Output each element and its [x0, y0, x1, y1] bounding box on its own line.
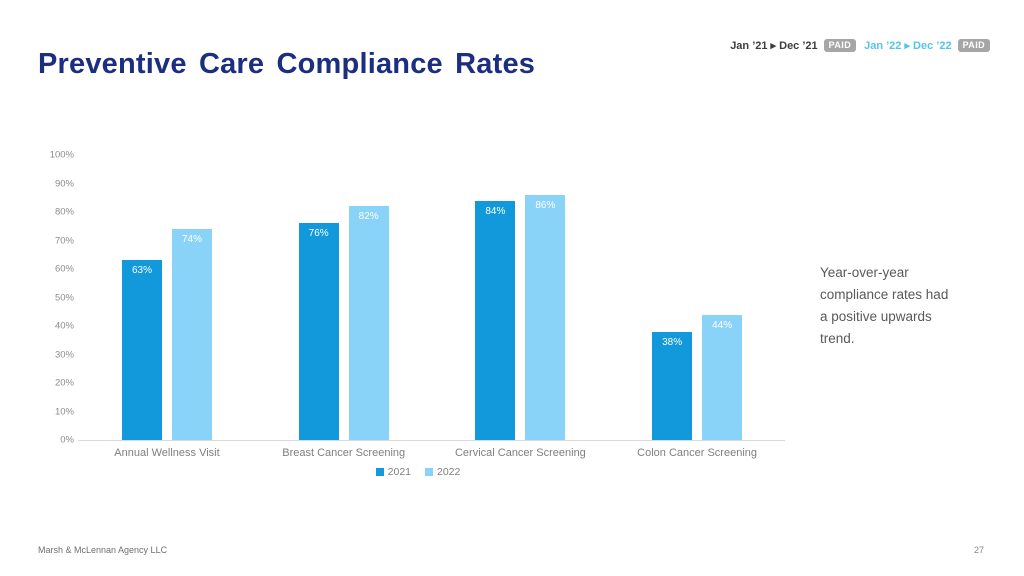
bar-2021	[652, 331, 693, 440]
page-number: 27	[973, 545, 984, 555]
category-label: Breast Cancer Screening	[282, 447, 406, 459]
bar-label: 63%	[131, 265, 152, 277]
company-footer: Marsh & McLennan Agency LLC	[38, 545, 168, 555]
bar-label: 76%	[308, 228, 329, 240]
bar-label: 38%	[662, 336, 683, 348]
category-label: Annual Wellness Visit	[114, 447, 220, 459]
chart-legend: 2021 2022	[80, 466, 756, 478]
bar-2022	[348, 206, 389, 440]
category-label: Colon Cancer Screening	[637, 447, 758, 459]
annotation-line: compliance rates had	[820, 287, 949, 302]
y-axis-label: 80%	[54, 206, 74, 218]
y-axis-label: 60%	[54, 263, 74, 275]
bar-label: 82%	[358, 211, 379, 223]
period-2021-label: Jan ’21 ▸ Dec ’21	[730, 40, 818, 52]
y-axis-label: 0%	[60, 434, 74, 446]
legend-label: 2021	[387, 466, 411, 478]
legend-item: 2021	[375, 466, 411, 478]
legend-label: 2022	[437, 466, 461, 478]
x-axis-line	[78, 440, 785, 441]
annotation-text: Year-over-year compliance rates had a po…	[820, 262, 1005, 350]
legend-swatch	[375, 468, 384, 476]
bar-label: 44%	[712, 319, 733, 331]
bar-2022	[172, 229, 212, 440]
bar-2021	[122, 260, 162, 440]
y-axis-label: 90%	[54, 178, 74, 189]
period-2022: Jan ’22 ▸ Dec ’22 PAID	[864, 39, 990, 52]
bar-label: 74%	[181, 234, 202, 246]
annotation-line: Year-over-year	[820, 265, 909, 280]
bar-2022	[702, 314, 743, 440]
y-axis-label: 20%	[54, 377, 74, 389]
y-axis-label: 100%	[49, 149, 74, 161]
category-label: Cervical Cancer Screening	[454, 447, 586, 459]
bar-2021	[298, 223, 339, 440]
y-axis-label: 40%	[54, 320, 74, 332]
annotation-line: a positive upwards	[820, 309, 932, 324]
period-2022-label: Jan ’22 ▸ Dec ’22	[864, 40, 952, 52]
annotation-line: trend.	[820, 331, 855, 346]
y-axis-label: 10%	[54, 406, 74, 417]
y-axis-label: 70%	[54, 235, 74, 246]
period-2021: Jan ’21 ▸ Dec ’21 PAID	[730, 39, 857, 52]
bar-label: 84%	[485, 205, 506, 217]
legend-swatch	[425, 468, 433, 476]
bar-2022	[525, 194, 566, 440]
bar-2021	[475, 200, 516, 440]
period-2022-paid-badge: PAID	[957, 39, 990, 52]
bar-label: 86%	[535, 199, 556, 211]
period-2021-paid-badge: PAID	[823, 39, 857, 52]
y-axis-label: 30%	[54, 349, 74, 360]
page-title: Preventive Care Compliance Rates	[38, 48, 536, 80]
legend-item: 2022	[425, 466, 460, 478]
y-axis-label: 50%	[54, 292, 74, 303]
reporting-periods: Jan ’21 ▸ Dec ’21 PAID Jan ’22 ▸ Dec ’22…	[730, 39, 990, 52]
